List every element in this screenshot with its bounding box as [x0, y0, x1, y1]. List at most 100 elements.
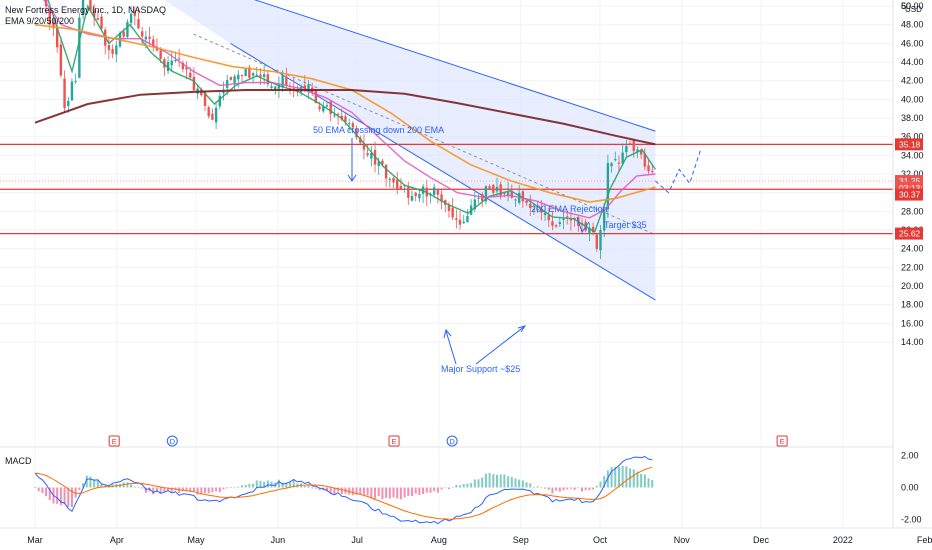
price-tag[interactable] — [895, 188, 923, 201]
dividend-marker[interactable]: D — [166, 435, 178, 447]
ema-200-line[interactable] — [34, 89, 656, 146]
candle[interactable] — [181, 60, 185, 73]
candle[interactable] — [170, 50, 173, 73]
candle[interactable] — [285, 67, 288, 88]
candle[interactable] — [229, 76, 233, 81]
candle[interactable] — [554, 224, 558, 228]
candle[interactable] — [617, 155, 621, 172]
candle[interactable] — [322, 101, 325, 113]
candle[interactable] — [399, 178, 403, 190]
ema-9-line[interactable] — [35, 0, 656, 233]
candle[interactable] — [59, 37, 63, 78]
candle[interactable] — [628, 140, 632, 145]
candle[interactable] — [610, 161, 613, 173]
candle[interactable] — [651, 165, 654, 174]
projection-path[interactable] — [655, 150, 701, 194]
candle[interactable] — [133, 6, 136, 26]
candle[interactable] — [152, 35, 155, 52]
candle[interactable] — [432, 183, 436, 198]
dividend-marker[interactable]: D — [446, 435, 458, 447]
candle[interactable] — [111, 44, 114, 59]
channel-upper-line[interactable] — [75, 0, 656, 132]
candle[interactable] — [63, 70, 66, 113]
candle[interactable] — [462, 214, 465, 224]
candle[interactable] — [595, 233, 598, 252]
candle[interactable] — [240, 74, 244, 82]
candle[interactable] — [396, 171, 399, 195]
candle[interactable] — [351, 121, 355, 131]
candle[interactable] — [588, 222, 591, 242]
candle[interactable] — [148, 26, 151, 46]
candle[interactable] — [458, 210, 462, 230]
candle[interactable] — [137, 8, 140, 30]
candle[interactable] — [74, 73, 77, 85]
candle[interactable] — [632, 139, 635, 158]
candle[interactable] — [625, 139, 628, 157]
earnings-marker[interactable]: E — [776, 435, 788, 447]
candle[interactable] — [214, 101, 218, 130]
candle[interactable] — [455, 209, 458, 229]
candle[interactable] — [248, 64, 251, 80]
candle[interactable] — [129, 5, 133, 28]
candle[interactable] — [492, 184, 495, 195]
macd-line[interactable] — [34, 455, 653, 525]
candle[interactable] — [52, 15, 55, 37]
candle[interactable] — [440, 189, 443, 210]
candle[interactable] — [81, 0, 85, 20]
candle[interactable] — [70, 78, 74, 101]
earnings-marker[interactable]: E — [108, 435, 120, 447]
candle[interactable] — [414, 191, 417, 202]
candle[interactable] — [266, 70, 270, 87]
candle[interactable] — [244, 68, 247, 77]
candle[interactable] — [362, 134, 366, 160]
candle[interactable] — [207, 105, 210, 119]
candle[interactable] — [370, 145, 373, 167]
candle[interactable] — [388, 177, 392, 188]
candle[interactable] — [262, 64, 266, 85]
candle[interactable] — [536, 201, 539, 214]
earnings-marker[interactable]: E — [388, 435, 400, 447]
candle[interactable] — [621, 143, 624, 166]
candle[interactable] — [551, 212, 554, 231]
candle[interactable] — [421, 183, 425, 204]
candle[interactable] — [78, 12, 81, 79]
candle[interactable] — [591, 222, 595, 236]
candle[interactable] — [163, 57, 166, 76]
candle[interactable] — [115, 40, 118, 63]
candle[interactable] — [614, 151, 617, 162]
candle[interactable] — [547, 207, 550, 228]
candle[interactable] — [211, 108, 214, 121]
candle[interactable] — [384, 163, 388, 187]
ema-20-line[interactable] — [35, 0, 656, 219]
candle[interactable] — [529, 194, 532, 216]
candle[interactable] — [96, 10, 100, 21]
candle[interactable] — [647, 159, 650, 176]
candle[interactable] — [177, 48, 181, 68]
candle[interactable] — [277, 76, 281, 99]
candle[interactable] — [355, 125, 358, 140]
candle[interactable] — [514, 198, 517, 207]
signal-line[interactable] — [34, 466, 653, 520]
candle[interactable] — [107, 37, 111, 60]
price-tag[interactable] — [895, 138, 923, 151]
candle[interactable] — [525, 200, 528, 207]
candle[interactable] — [100, 13, 103, 31]
candle[interactable] — [599, 225, 602, 260]
candle[interactable] — [495, 177, 499, 197]
candle[interactable] — [484, 185, 488, 205]
candle[interactable] — [392, 176, 395, 189]
candle[interactable] — [451, 197, 454, 221]
candle[interactable] — [488, 184, 491, 190]
candle[interactable] — [218, 91, 221, 110]
candle[interactable] — [347, 118, 351, 132]
candle[interactable] — [166, 56, 170, 75]
candle[interactable] — [477, 194, 480, 204]
candle[interactable] — [569, 212, 573, 231]
candle[interactable] — [155, 38, 159, 52]
candle[interactable] — [606, 154, 610, 219]
candle[interactable] — [602, 203, 606, 238]
candle[interactable] — [466, 209, 469, 223]
candle[interactable] — [418, 188, 421, 203]
candle[interactable] — [89, 0, 92, 13]
